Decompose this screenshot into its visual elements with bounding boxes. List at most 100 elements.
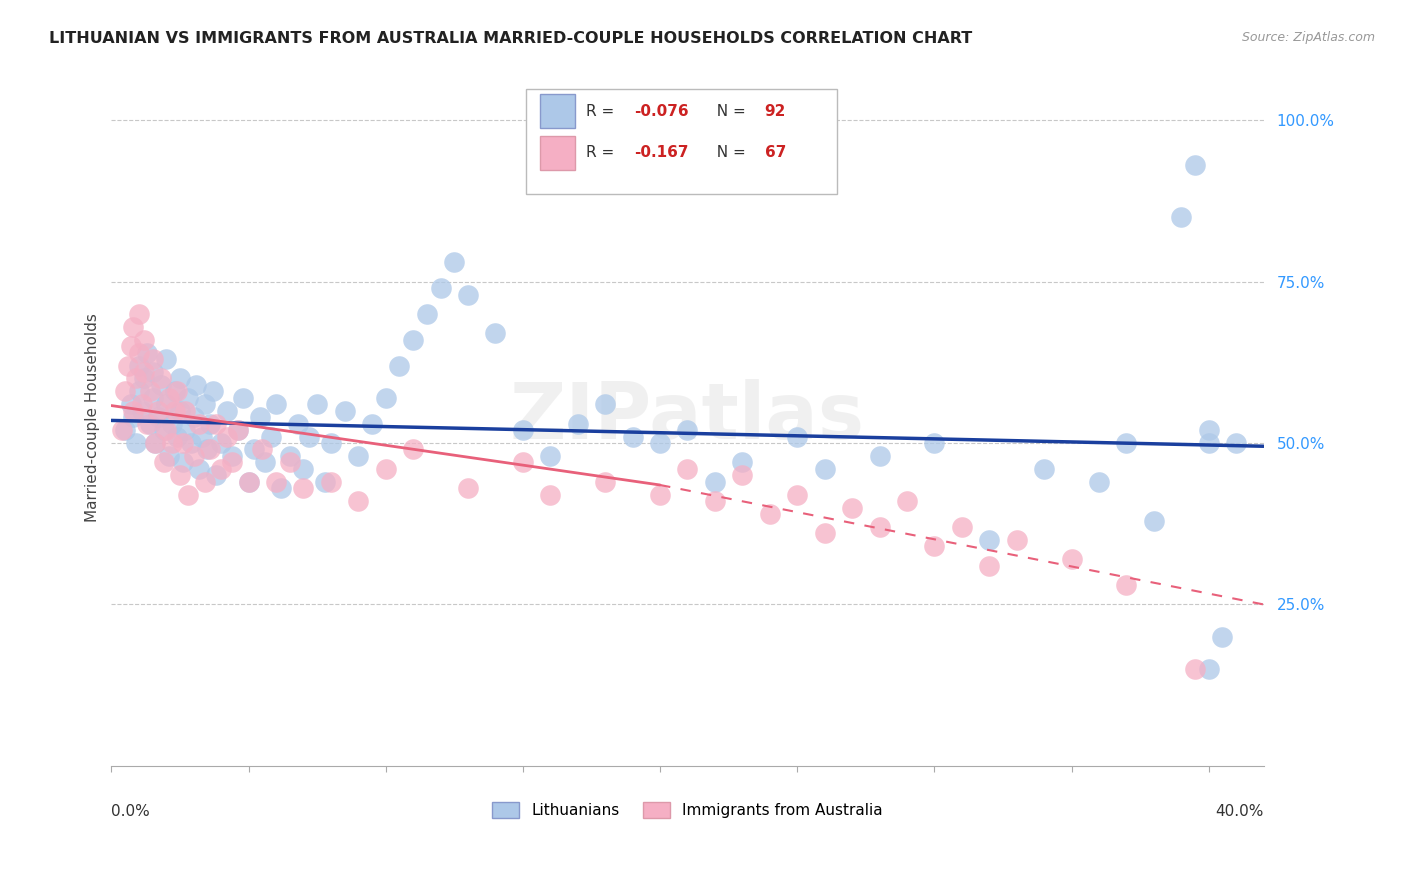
Point (221, 455, 243, 469)
Point (174, 423, 197, 437)
Point (180, 436, 202, 450)
Point (1184, 662, 1206, 676)
Point (374, 391, 396, 405)
Point (120, 397, 142, 411)
Point (567, 417, 589, 431)
Point (114, 384, 136, 399)
Point (347, 494, 370, 508)
Point (198, 442, 221, 457)
Point (731, 455, 754, 469)
Text: N =: N = (707, 145, 751, 161)
Point (361, 417, 384, 431)
Point (1198, 436, 1220, 450)
Point (786, 429, 808, 443)
Point (183, 410, 205, 425)
Point (979, 533, 1001, 547)
Point (1198, 662, 1220, 676)
Point (142, 391, 165, 405)
Point (621, 429, 644, 443)
Point (278, 449, 301, 463)
Point (142, 352, 165, 367)
Point (703, 475, 725, 489)
Point (264, 475, 287, 489)
Point (1005, 533, 1028, 547)
Point (139, 384, 162, 399)
Text: -0.076: -0.076 (634, 103, 689, 119)
Point (254, 455, 277, 469)
Point (136, 345, 159, 359)
Point (169, 468, 191, 483)
Point (136, 417, 159, 431)
Point (111, 423, 134, 437)
Point (166, 384, 188, 399)
Point (388, 359, 411, 373)
Point (128, 384, 150, 399)
Point (731, 468, 754, 483)
Point (134, 365, 156, 379)
Point (443, 255, 465, 269)
Point (1115, 436, 1137, 450)
Y-axis label: Married-couple Households: Married-couple Households (86, 313, 100, 522)
Point (841, 500, 863, 515)
Point (122, 319, 145, 334)
Point (264, 397, 287, 411)
Point (120, 339, 142, 353)
Point (1143, 514, 1166, 528)
Point (1060, 552, 1083, 566)
FancyBboxPatch shape (540, 136, 575, 169)
Point (347, 449, 370, 463)
Point (538, 449, 561, 463)
Point (226, 423, 249, 437)
Point (314, 475, 336, 489)
Point (128, 345, 150, 359)
Point (512, 423, 534, 437)
Point (152, 455, 174, 469)
Point (270, 481, 292, 495)
Point (1115, 578, 1137, 592)
Point (402, 442, 425, 457)
Point (122, 410, 145, 425)
Point (512, 455, 534, 469)
Point (166, 429, 188, 443)
Point (484, 326, 506, 341)
Point (979, 558, 1001, 573)
Point (160, 417, 183, 431)
Point (149, 371, 172, 385)
Point (786, 488, 808, 502)
Point (197, 442, 219, 457)
Point (146, 410, 169, 425)
Point (457, 287, 479, 301)
Point (191, 429, 214, 443)
Point (169, 403, 191, 417)
Point (172, 436, 194, 450)
Point (163, 403, 186, 417)
Point (648, 488, 671, 502)
Point (292, 481, 315, 495)
FancyBboxPatch shape (526, 89, 837, 194)
Point (287, 417, 309, 431)
Point (278, 455, 301, 469)
Point (1184, 158, 1206, 172)
Point (1170, 210, 1192, 224)
Point (259, 429, 281, 443)
Point (226, 423, 249, 437)
Point (1211, 630, 1233, 644)
Point (128, 307, 150, 321)
Point (177, 391, 200, 405)
Point (814, 462, 837, 476)
Point (814, 526, 837, 541)
Point (128, 359, 150, 373)
Text: R =: R = (586, 103, 619, 119)
Point (648, 436, 671, 450)
Point (232, 391, 254, 405)
Point (676, 423, 699, 437)
Point (134, 333, 156, 347)
Legend: Lithuanians, Immigrants from Australia: Lithuanians, Immigrants from Australia (485, 797, 889, 824)
Point (204, 417, 226, 431)
Point (402, 333, 425, 347)
Point (924, 539, 946, 553)
Point (869, 520, 891, 534)
Point (183, 449, 205, 463)
Point (149, 378, 172, 392)
Point (333, 403, 356, 417)
